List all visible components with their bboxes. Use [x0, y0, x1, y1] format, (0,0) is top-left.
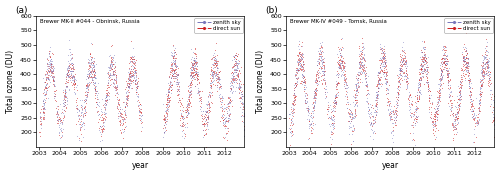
X-axis label: year: year: [132, 161, 149, 170]
Text: (a): (a): [15, 6, 28, 15]
X-axis label: year: year: [382, 161, 399, 170]
Legend: zenith sky, direct sun: zenith sky, direct sun: [194, 18, 243, 33]
Text: (b): (b): [265, 6, 278, 15]
Y-axis label: Total ozone (DU): Total ozone (DU): [256, 50, 264, 113]
Y-axis label: Total ozone (DU): Total ozone (DU): [6, 50, 15, 113]
Legend: zenith sky, direct sun: zenith sky, direct sun: [444, 18, 493, 33]
Text: Brewer MK-IV #049 - Tomsk, Russia: Brewer MK-IV #049 - Tomsk, Russia: [290, 18, 387, 24]
Text: Brewer MK-II #044 - Obninsk, Russia: Brewer MK-II #044 - Obninsk, Russia: [40, 18, 140, 24]
